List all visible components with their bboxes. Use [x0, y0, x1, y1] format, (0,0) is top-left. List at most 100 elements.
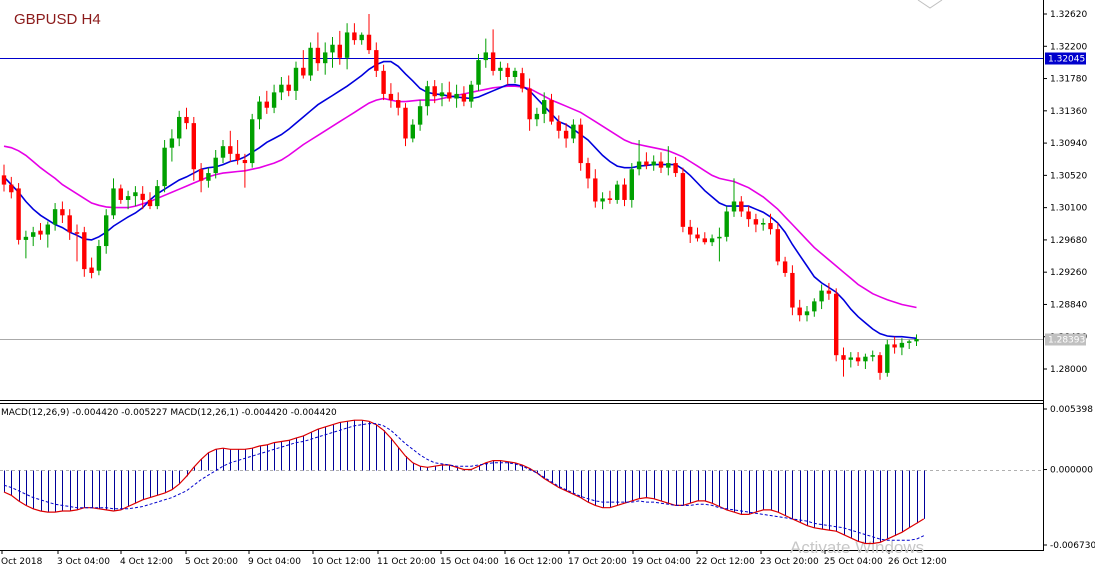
candle-bullish[interactable]: [250, 113, 255, 168]
candle-bearish[interactable]: [82, 226, 87, 277]
candle-bullish[interactable]: [863, 353, 868, 369]
candle-bearish[interactable]: [688, 219, 693, 243]
candle-bullish[interactable]: [359, 32, 364, 45]
candle-bullish[interactable]: [45, 221, 50, 248]
candle-bullish[interactable]: [52, 203, 58, 231]
candle-bullish[interactable]: [885, 339, 890, 377]
candle-bearish[interactable]: [9, 176, 14, 199]
candle-bullish[interactable]: [425, 80, 430, 116]
candle-bearish[interactable]: [834, 288, 839, 362]
candle-bearish[interactable]: [673, 156, 678, 177]
candle-bullish[interactable]: [169, 129, 175, 162]
candle-bearish[interactable]: [680, 167, 686, 233]
candle-bullish[interactable]: [512, 67, 518, 84]
candle-bearish[interactable]: [1, 164, 7, 192]
candle-bearish[interactable]: [753, 213, 759, 233]
candle-bearish[interactable]: [622, 178, 627, 207]
candle-bullish[interactable]: [133, 186, 138, 207]
candle-bullish[interactable]: [162, 140, 167, 193]
candle-bearish[interactable]: [768, 213, 773, 235]
candle-bullish[interactable]: [571, 119, 576, 144]
candle-bearish[interactable]: [593, 169, 598, 208]
candle-bullish[interactable]: [344, 23, 350, 70]
candle-bullish[interactable]: [213, 150, 218, 179]
candle-bullish[interactable]: [724, 206, 729, 242]
candle-bullish[interactable]: [534, 107, 540, 127]
candle-bearish[interactable]: [60, 201, 65, 224]
candle-bullish[interactable]: [279, 77, 284, 101]
candle-bearish[interactable]: [520, 67, 525, 93]
candle-bullish[interactable]: [293, 61, 299, 101]
candle-bearish[interactable]: [607, 190, 613, 204]
candle-bullish[interactable]: [439, 83, 445, 107]
candle-bullish[interactable]: [629, 163, 634, 208]
candle-bearish[interactable]: [447, 81, 452, 102]
candle-bearish[interactable]: [352, 23, 357, 45]
candle-bearish[interactable]: [739, 196, 744, 217]
candle-bearish[interactable]: [403, 103, 408, 147]
candle-bearish[interactable]: [563, 123, 569, 148]
candle-bearish[interactable]: [432, 80, 437, 104]
candle-bearish[interactable]: [235, 140, 240, 165]
candle-bearish[interactable]: [855, 352, 861, 366]
candle-bullish[interactable]: [600, 192, 605, 210]
candle-bearish[interactable]: [826, 282, 832, 300]
candle-bearish[interactable]: [67, 209, 72, 240]
candle-bearish[interactable]: [366, 14, 372, 54]
candle-bearish[interactable]: [396, 92, 401, 116]
candle-bearish[interactable]: [228, 130, 233, 162]
candle-bullish[interactable]: [410, 119, 415, 143]
candle-bearish[interactable]: [797, 299, 802, 322]
candle-bearish[interactable]: [16, 183, 21, 245]
candle-bullish[interactable]: [717, 227, 722, 262]
candle-bullish[interactable]: [220, 140, 226, 164]
candle-bullish[interactable]: [761, 218, 766, 231]
candle-bearish[interactable]: [388, 83, 394, 108]
candle-bullish[interactable]: [31, 226, 36, 247]
chart-close-corner-icon[interactable]: [917, 0, 943, 9]
candle-bullish[interactable]: [323, 42, 328, 75]
candle-bearish[interactable]: [695, 227, 700, 242]
candle-bearish[interactable]: [38, 223, 43, 240]
candle-bullish[interactable]: [104, 209, 109, 254]
candle-bearish[interactable]: [578, 118, 583, 171]
candle-bullish[interactable]: [125, 190, 131, 210]
candle-bullish[interactable]: [542, 92, 547, 124]
candle-bullish[interactable]: [907, 339, 912, 350]
candle-bullish[interactable]: [731, 178, 737, 217]
candle-bullish[interactable]: [483, 38, 488, 68]
candle-bullish[interactable]: [469, 80, 474, 108]
candle-bearish[interactable]: [505, 63, 510, 85]
candle-bullish[interactable]: [899, 338, 905, 356]
candle-bearish[interactable]: [74, 224, 80, 262]
candle-bullish[interactable]: [819, 284, 824, 310]
candle-bullish[interactable]: [812, 298, 817, 317]
candle-bullish[interactable]: [454, 84, 459, 108]
candle-bearish[interactable]: [556, 115, 561, 139]
candle-bearish[interactable]: [782, 256, 788, 277]
candle-bearish[interactable]: [775, 223, 780, 266]
candle-bullish[interactable]: [271, 84, 277, 114]
candle-bearish[interactable]: [140, 186, 145, 210]
candle-bearish[interactable]: [877, 352, 883, 380]
candle-bearish[interactable]: [286, 75, 291, 97]
candle-bearish[interactable]: [374, 42, 379, 78]
candle-bullish[interactable]: [709, 234, 715, 247]
candle-bearish[interactable]: [118, 184, 123, 204]
candle-bearish[interactable]: [702, 232, 707, 245]
candle-bearish[interactable]: [184, 107, 189, 130]
candle-bearish[interactable]: [585, 157, 591, 189]
candle-bearish[interactable]: [790, 265, 795, 316]
candle-bearish[interactable]: [527, 78, 532, 131]
candle-bearish[interactable]: [315, 32, 321, 71]
candle-bullish[interactable]: [804, 305, 810, 322]
candle-bearish[interactable]: [264, 90, 269, 114]
candle-bullish[interactable]: [870, 350, 875, 362]
candle-bearish[interactable]: [89, 257, 94, 279]
candle-bullish[interactable]: [417, 100, 423, 131]
candle-bearish[interactable]: [242, 153, 248, 188]
candle-bullish[interactable]: [636, 140, 642, 176]
candle-bullish[interactable]: [476, 53, 481, 91]
candle-bearish[interactable]: [147, 192, 153, 210]
candle-bullish[interactable]: [23, 230, 29, 259]
